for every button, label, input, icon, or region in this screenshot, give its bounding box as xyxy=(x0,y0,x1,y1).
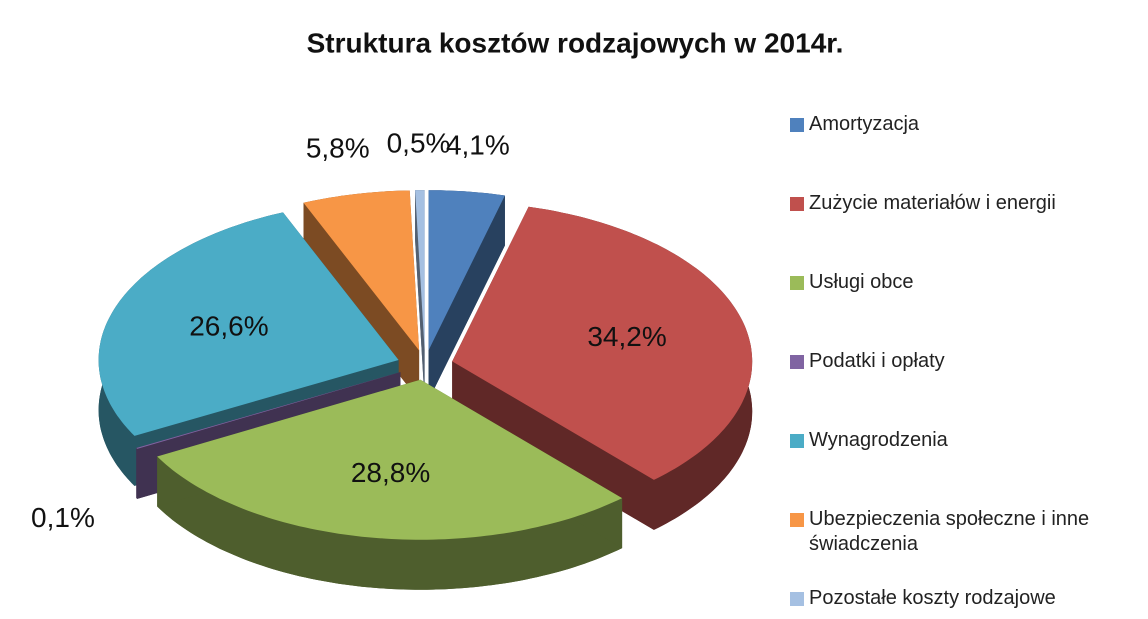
slice xyxy=(452,206,753,480)
legend-label: Amortyzacja xyxy=(809,113,920,135)
slice-group xyxy=(428,190,505,401)
legend-label: Pozostałe koszty rodzajowe xyxy=(809,587,1056,609)
legend-item: Zużycie materiałów i energii xyxy=(790,191,1140,216)
data-label: 34,2% xyxy=(587,321,666,352)
slice xyxy=(415,190,425,351)
legend-item: Podatki i opłaty xyxy=(790,349,1140,374)
slice-group xyxy=(452,206,753,530)
legend-item: Ubezpieczenia społeczne i inne świadczen… xyxy=(790,507,1140,557)
legend-swatch xyxy=(790,434,804,448)
slice xyxy=(428,190,505,351)
legend-swatch xyxy=(790,513,804,527)
legend-item: Usługi obce xyxy=(790,270,1140,295)
slice-side xyxy=(415,190,425,401)
data-label: 26,6% xyxy=(189,310,268,341)
legend-label: Podatki i opłaty xyxy=(809,350,945,372)
slice-group xyxy=(415,190,425,401)
chart-title: Struktura kosztów rodzajowych w 2014r. xyxy=(307,27,844,58)
legend-swatch xyxy=(790,276,804,290)
legend-label: Usługi obce xyxy=(809,271,914,293)
data-label: 5,8% xyxy=(306,133,370,164)
legend-swatch xyxy=(790,355,804,369)
legend-item: Wynagrodzenia xyxy=(790,428,1140,453)
legend-swatch xyxy=(790,592,804,606)
slice xyxy=(157,379,623,540)
legend-swatch xyxy=(790,118,804,132)
data-label: 28,8% xyxy=(351,457,430,488)
legend-label: Wynagrodzenia xyxy=(809,429,948,451)
legend-swatch xyxy=(790,197,804,211)
slice-group xyxy=(157,379,623,590)
slice-side xyxy=(428,195,505,401)
slice xyxy=(136,372,401,449)
legend-item: Pozostałe koszty rodzajowe xyxy=(790,586,1140,611)
data-label: 0,5% xyxy=(387,128,451,159)
data-label: 4,1% xyxy=(446,129,510,160)
legend-item: Amortyzacja xyxy=(790,112,1140,137)
data-label: 0,1% xyxy=(31,502,95,533)
slice-side xyxy=(157,456,623,590)
legend-label: Ubezpieczenia społeczne i inne świadczen… xyxy=(809,508,1090,555)
slice xyxy=(303,190,420,351)
slice xyxy=(98,212,399,436)
legend-label: Zużycie materiałów i energii xyxy=(809,192,1056,214)
